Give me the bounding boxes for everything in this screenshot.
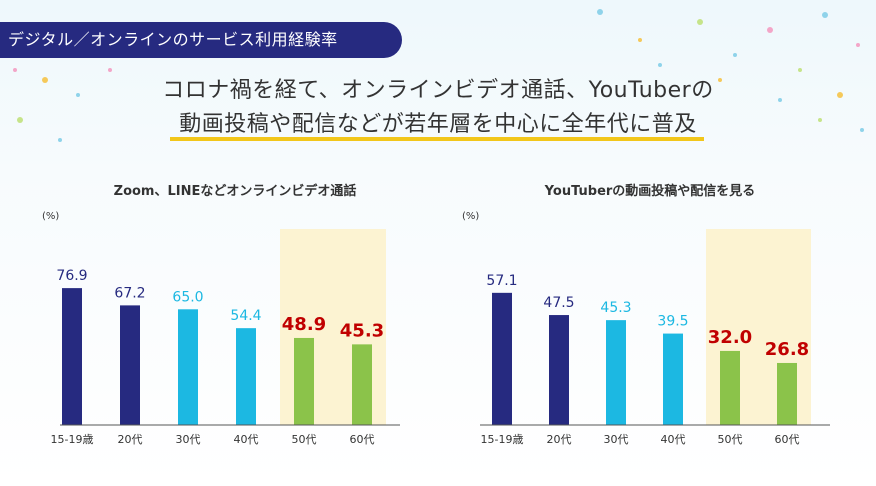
value-label: 47.5 (543, 295, 574, 311)
category-label: 40代 (234, 433, 259, 446)
bar (352, 344, 372, 425)
chart-1-title: Zoom、LINEなどオンラインビデオ通話 (113, 184, 357, 199)
bar (120, 305, 140, 425)
y-unit-label: (%) (462, 211, 479, 222)
bar (236, 328, 256, 425)
category-label: 20代 (118, 433, 143, 446)
value-label: 67.2 (114, 285, 145, 301)
category-label: 30代 (176, 433, 201, 446)
bar (606, 320, 626, 425)
value-label: 48.9 (282, 314, 326, 335)
chart-2-title: YouTuberの動画投稿や配信を見る (544, 184, 756, 199)
value-label: 26.8 (765, 339, 809, 360)
value-label: 45.3 (600, 300, 631, 316)
bar (663, 333, 683, 425)
headline-line-2: 動画投稿や配信などが若年層を中心に全年代に普及 (179, 112, 697, 137)
category-label: 50代 (292, 433, 317, 446)
value-label: 32.0 (708, 327, 752, 348)
category-label: 30代 (604, 433, 629, 446)
value-label: 65.0 (172, 289, 203, 305)
bar (549, 315, 569, 425)
bar (294, 337, 314, 425)
category-label: 20代 (547, 433, 572, 446)
bar (62, 288, 82, 425)
y-unit-label: (%) (42, 211, 59, 222)
bar (178, 309, 198, 425)
headline-underline (170, 137, 704, 141)
section-badge: デジタル／オンラインのサービス利用経験率 (0, 22, 402, 58)
value-label: 76.9 (56, 268, 87, 284)
category-label: 50代 (718, 433, 743, 446)
bar (492, 292, 512, 425)
video-call-chart: (%) 76.9 15-19歳 67.2 20代 65.0 30代 54.4 40代 48.9 50… (42, 211, 400, 446)
value-label: 57.1 (486, 273, 517, 289)
value-label: 54.4 (230, 308, 261, 324)
value-label: 45.3 (340, 320, 384, 341)
category-label: 60代 (350, 433, 375, 446)
category-label: 60代 (775, 433, 800, 446)
value-label: 39.5 (657, 314, 688, 330)
category-label: 15-19歳 (51, 433, 94, 446)
bar (777, 362, 797, 425)
headline-line-1: コロナ禍を経て、オンラインビデオ通話、YouTuberの (162, 78, 714, 103)
category-label: 40代 (661, 433, 686, 446)
bar (720, 350, 740, 425)
category-label: 15-19歳 (481, 433, 524, 446)
youtuber-chart: (%) 57.1 15-19歳 47.5 20代 45.3 30代 39.5 40代 32.0 50… (462, 211, 830, 446)
